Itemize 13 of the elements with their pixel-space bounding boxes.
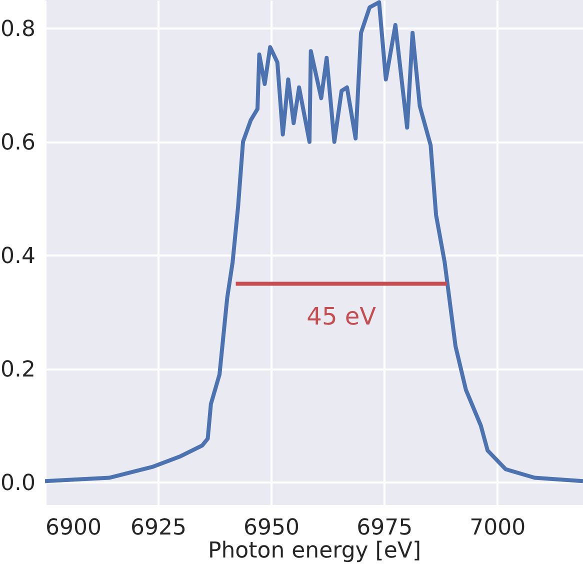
y-tick-label: 0.0 [0,470,36,496]
y-tick-label: 0.4 [0,244,36,269]
annotation: 45 eV [306,302,377,331]
line-series [45,0,583,484]
x-tick-label: 6975 [356,516,413,540]
y-tick-label: 0.2 [0,357,36,382]
x-tick-label: 7000 [470,516,526,540]
y-tick-label: 0.6 [0,130,36,156]
y-tick-label: 0.8 [0,16,36,42]
x-tick-label: 6900 [46,516,102,540]
x-axis-title: Photon energy [eV] [208,538,422,564]
x-tick-label: 6925 [130,516,187,540]
x-tick-label: 6950 [244,516,300,540]
